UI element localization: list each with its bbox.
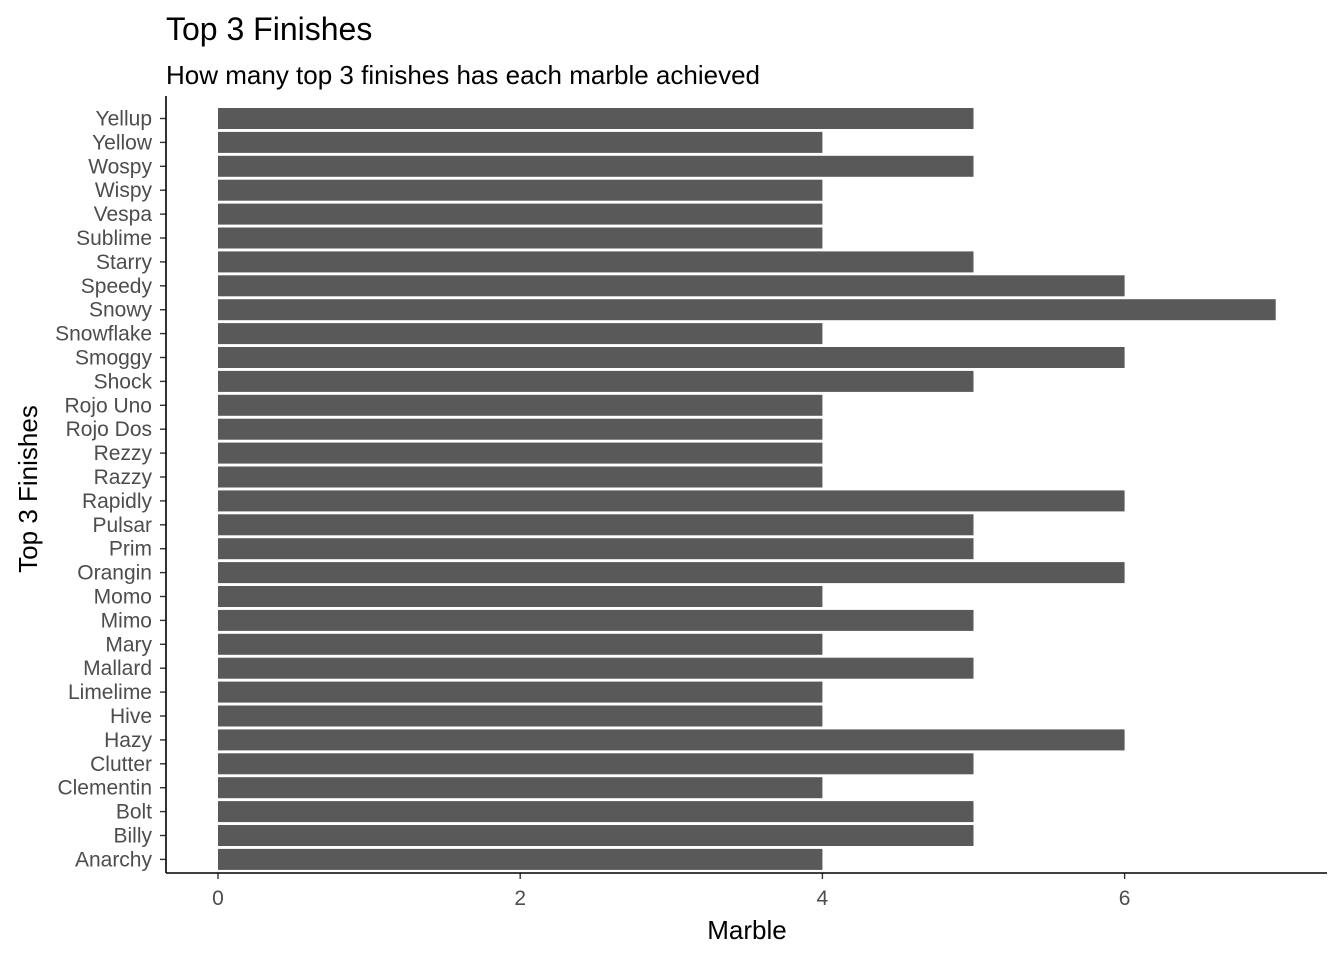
bar-razzy (218, 466, 823, 488)
y-tick-label-bolt: Bolt (116, 801, 152, 824)
y-tick-label-limelime: Limelime (68, 681, 152, 704)
y-tick-label-snowflake: Snowflake (55, 323, 152, 346)
y-tick-label-smoggy: Smoggy (75, 347, 153, 370)
bar-speedy (218, 275, 1125, 297)
y-tick-label-hazy: Hazy (104, 729, 152, 752)
y-tick-label-shock: Shock (94, 370, 153, 393)
y-tick-label-snowy: Snowy (89, 299, 153, 322)
y-tick-label-pulsar: Pulsar (92, 514, 152, 537)
y-tick-label-wospy: Wospy (88, 155, 152, 178)
x-tick-labels: 0 2 4 6 (212, 873, 1130, 910)
bar-shock (218, 370, 974, 392)
bar-pulsar (218, 514, 974, 536)
bar-bolt (218, 801, 974, 823)
y-tick-label-mimo: Mimo (101, 609, 152, 632)
y-tick-label-rojo-dos: Rojo Dos (66, 418, 152, 441)
y-tick-label-starry: Starry (96, 251, 153, 274)
bar-rojo-uno (218, 394, 823, 416)
y-tick-label-mary: Mary (105, 633, 152, 656)
bar-sublime (218, 227, 823, 249)
bar-mary (218, 633, 823, 655)
chart-title: Top 3 Finishes (166, 11, 372, 47)
y-tick-label-rezzy: Rezzy (94, 442, 153, 465)
y-tick-label-sublime: Sublime (76, 227, 152, 250)
x-tick-label-6: 6 (1119, 887, 1131, 910)
bar-vespa (218, 203, 823, 225)
bar-limelime (218, 681, 823, 703)
y-tick-label-razzy: Razzy (94, 466, 153, 489)
y-tick-label-orangin: Orangin (77, 562, 152, 585)
bar-smoggy (218, 347, 1125, 368)
bar-yellup (218, 108, 974, 129)
bar-prim (218, 538, 974, 560)
x-axis-title: Marble (707, 915, 786, 945)
bar-clementin (218, 777, 823, 799)
y-tick-label-speedy: Speedy (81, 275, 153, 298)
bar-wispy (218, 179, 823, 201)
bar-rojo-dos (218, 418, 823, 440)
y-tick-label-billy: Billy (113, 825, 152, 848)
y-tick-label-rapidly: Rapidly (82, 490, 153, 513)
y-tick-label-clementin: Clementin (57, 777, 152, 800)
bar-hive (218, 705, 823, 727)
bar-starry (218, 251, 974, 273)
x-tick-label-2: 2 (514, 887, 526, 910)
bar-anarchy (218, 848, 823, 870)
bar-rapidly (218, 490, 1125, 512)
y-tick-label-wispy: Wispy (95, 179, 153, 202)
bar-yellow (218, 131, 823, 153)
y-tick-label-prim: Prim (109, 538, 152, 561)
chart-subtitle: How many top 3 finishes has each marble … (166, 60, 760, 90)
y-axis-title: Top 3 Finishes (13, 405, 43, 573)
y-tick-label-rojo-uno: Rojo Uno (64, 394, 152, 417)
bar-rezzy (218, 442, 823, 464)
x-tick-label-0: 0 (212, 887, 224, 910)
bars-group (218, 108, 1276, 870)
bar-clutter (218, 753, 974, 775)
bar-orangin (218, 562, 1125, 584)
bar-billy (218, 825, 974, 846)
bar-snowy (218, 299, 1276, 321)
y-tick-label-clutter: Clutter (90, 753, 152, 776)
y-tick-labels: YellupYellowWospyWispyVespaSublimeStarry… (55, 108, 166, 871)
bar-momo (218, 586, 823, 607)
x-tick-label-4: 4 (817, 887, 829, 910)
bar-hazy (218, 729, 1125, 751)
y-tick-label-yellow: Yellow (92, 131, 153, 154)
bar-mimo (218, 609, 974, 631)
bar-mallard (218, 657, 974, 679)
bar-snowflake (218, 323, 823, 345)
y-tick-label-mallard: Mallard (83, 657, 152, 680)
y-tick-label-momo: Momo (94, 586, 152, 609)
y-tick-label-hive: Hive (110, 705, 152, 728)
y-tick-label-anarchy: Anarchy (75, 848, 153, 871)
y-tick-label-yellup: Yellup (96, 108, 152, 131)
bar-wospy (218, 155, 974, 177)
y-tick-label-vespa: Vespa (94, 203, 153, 226)
